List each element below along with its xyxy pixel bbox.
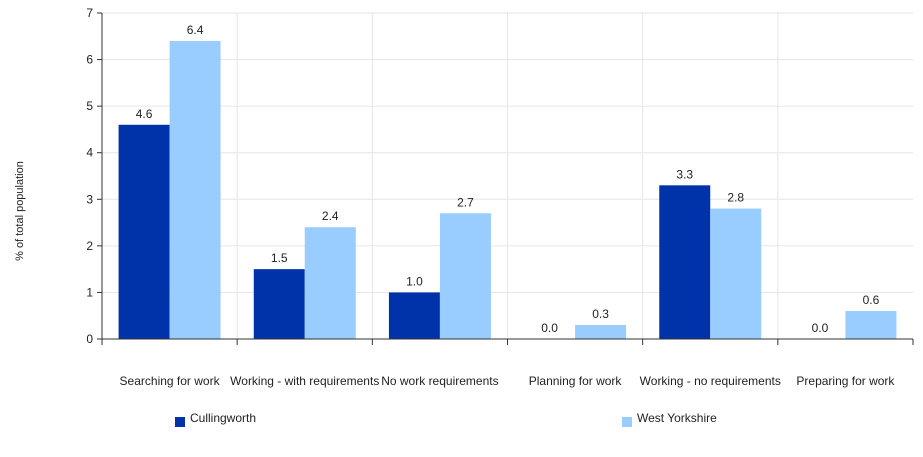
data-labels: 4.6 1.5 1.0 0.0 3.3 0.0 6.4 2.4 2.7 0.3 2.8 0.6 <box>136 23 880 335</box>
bar <box>118 124 170 340</box>
grid-lines <box>102 12 913 339</box>
category-label: Working - no requirements <box>640 374 781 388</box>
y-tick-label: 7 <box>86 6 93 20</box>
y-axis-label: % of total population <box>14 161 26 261</box>
category-label: Preparing for work <box>796 374 895 388</box>
data-label: 2.4 <box>322 209 339 223</box>
data-label: 0.0 <box>812 321 829 335</box>
data-label: 0.0 <box>541 321 558 335</box>
category-label: Working - with requirements <box>230 374 379 388</box>
data-label: 2.8 <box>727 191 744 205</box>
legend-swatch <box>175 417 185 427</box>
bar <box>659 185 711 339</box>
data-label: 1.5 <box>271 251 288 265</box>
y-tick-label: 4 <box>86 146 93 160</box>
y-tick-label: 1 <box>86 285 93 299</box>
bar <box>575 325 627 339</box>
bars <box>118 40 897 340</box>
y-tick-label: 2 <box>86 239 93 253</box>
bar <box>710 208 762 339</box>
legend-label: Cullingworth <box>190 411 256 425</box>
category-label: Planning for work <box>529 374 623 388</box>
legend: Cullingworth West Yorkshire <box>175 411 717 427</box>
axes: 0 1 2 3 4 5 6 7 Searching for work Working - with… <box>86 6 914 388</box>
legend-label: West Yorkshire <box>637 411 717 425</box>
data-label: 0.3 <box>592 307 609 321</box>
data-label: 6.4 <box>187 23 204 37</box>
bar <box>304 227 356 339</box>
bar <box>169 40 221 339</box>
y-tick-label: 3 <box>86 192 93 206</box>
data-label: 2.7 <box>457 195 474 209</box>
bar <box>388 292 440 339</box>
bar <box>845 311 897 339</box>
category-label: Searching for work <box>120 374 221 388</box>
data-label: 4.6 <box>136 107 153 121</box>
bar <box>253 269 305 339</box>
bar <box>439 213 491 339</box>
y-tick-label: 0 <box>86 332 93 346</box>
category-label: No work requirements <box>381 374 498 388</box>
data-label: 3.3 <box>676 167 693 181</box>
y-tick-label: 6 <box>86 53 93 67</box>
data-label: 1.0 <box>406 274 423 288</box>
y-tick-label: 5 <box>86 99 93 113</box>
legend-swatch <box>622 417 632 427</box>
data-label: 0.6 <box>863 293 880 307</box>
